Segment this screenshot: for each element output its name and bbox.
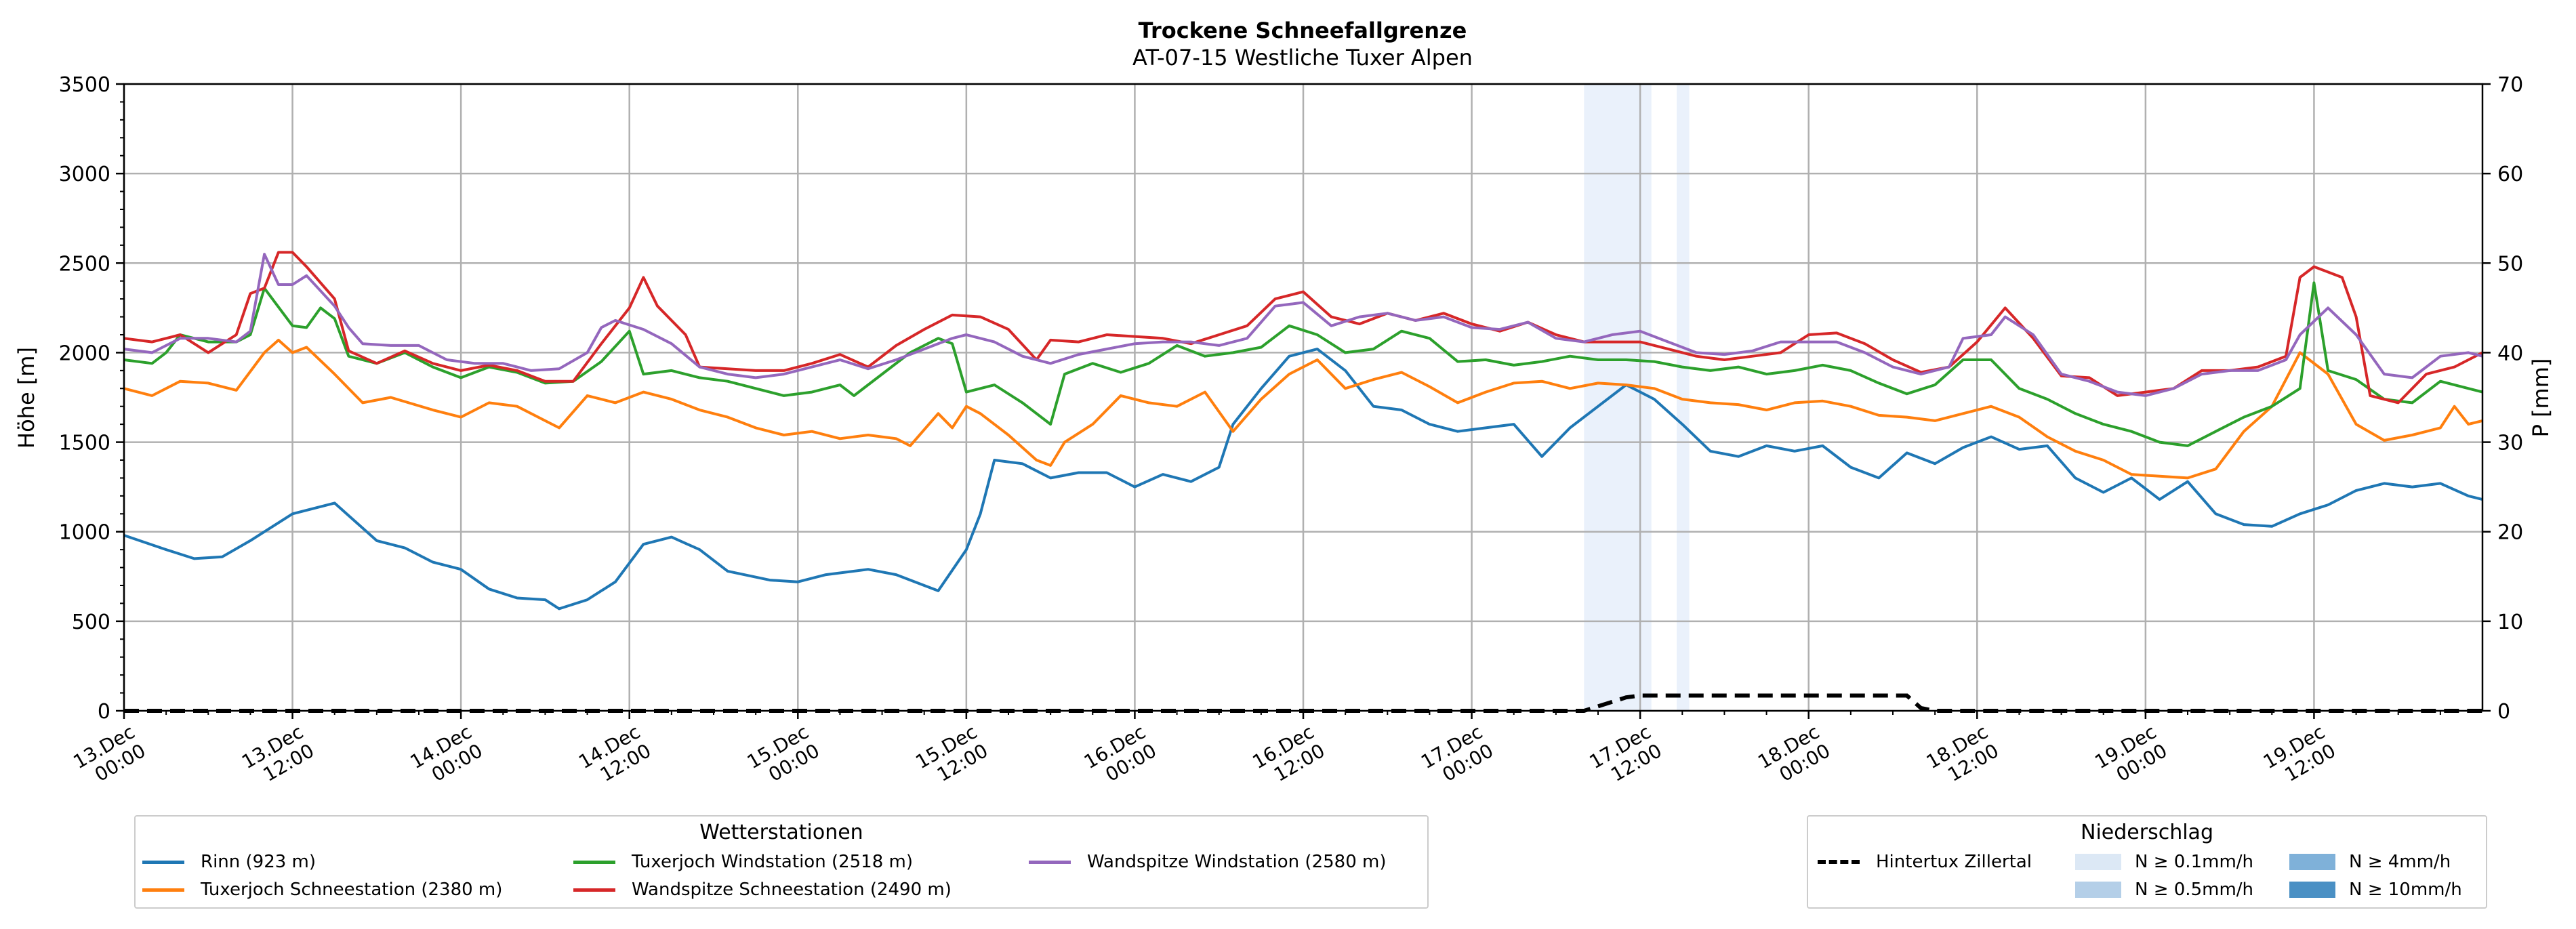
legend-entry-precip-10: N ≥ 10mm/h: [2289, 880, 2462, 900]
series-line-tuxerjoch-schneestation-2380-m: [123, 338, 2483, 480]
legend-label: Wandspitze Windstation (2580 m): [1087, 852, 1387, 872]
precip-legend: Niederschlag Hintertux Zillertal N ≥ 0.1…: [1807, 815, 2487, 909]
y-tick-label: 2500: [59, 252, 110, 276]
precip-span: [1584, 84, 1652, 711]
y-tick-label-right: 30: [2497, 432, 2523, 455]
y-tick-label: 3000: [59, 163, 110, 186]
legend-entry-tuxerjoch-windstation: Tuxerjoch Windstation (2518 m): [573, 852, 913, 872]
station-legend-title: Wetterstationen: [699, 821, 863, 844]
y-tick-label: 0: [98, 700, 110, 724]
legend-swatch: [1818, 860, 1860, 864]
y-axis-label-left: Höhe [m]: [14, 347, 39, 449]
legend-entry-tuxerjoch-schneestation: Tuxerjoch Schneestation (2380 m): [142, 880, 502, 900]
legend-label: Hintertux Zillertal: [1876, 852, 2032, 872]
station-legend: Wetterstationen Rinn (923 m) Tuxerjoch S…: [134, 815, 1429, 909]
series-line-wandspitze-windstation-2580-m: [123, 253, 2483, 397]
y-tick-label: 500: [72, 611, 110, 634]
y-tick-label: 1500: [59, 432, 110, 455]
legend-label: Tuxerjoch Schneestation (2380 m): [201, 880, 503, 900]
y-tick-label: 1000: [59, 521, 110, 545]
y-tick-label: 3500: [59, 73, 110, 97]
y-tick-label-right: 60: [2497, 163, 2523, 186]
precip-legend-title: Niederschlag: [2081, 821, 2213, 844]
legend-entry-precip-4: N ≥ 4mm/h: [2289, 852, 2451, 872]
precip-line-hintertux: [124, 693, 2482, 713]
y-tick-label-right: 20: [2497, 521, 2523, 545]
legend-entry-precip-05: N ≥ 0.5mm/h: [2075, 880, 2253, 900]
legend-entry-rinn: Rinn (923 m): [142, 852, 316, 872]
legend-swatch: [2289, 882, 2335, 898]
legend-entry-hintertux: Hintertux Zillertal: [1818, 852, 2032, 872]
legend-label: N ≥ 0.1mm/h: [2135, 852, 2254, 872]
legend-swatch: [2075, 882, 2121, 898]
legend-swatch: [1029, 860, 1071, 864]
legend-label: N ≥ 4mm/h: [2349, 852, 2451, 872]
y-tick-label-right: 50: [2497, 252, 2523, 276]
legend-entry-wandspitze-windstation: Wandspitze Windstation (2580 m): [1029, 852, 1386, 872]
legend-label: Rinn (923 m): [201, 852, 316, 872]
legend-swatch: [573, 860, 615, 864]
y-tick-label-right: 40: [2497, 342, 2523, 365]
y-tick-label-right: 10: [2497, 611, 2523, 634]
legend-label: Wandspitze Schneestation (2490 m): [632, 880, 952, 900]
series-line-wandspitze-schneestation-2490-m: [123, 251, 2483, 405]
legend-swatch: [2075, 854, 2121, 870]
legend-swatch: [142, 860, 184, 864]
legend-entry-precip-01: N ≥ 0.1mm/h: [2075, 852, 2253, 872]
legend-swatch: [142, 888, 184, 892]
chart-title: Trockene Schneefallgrenze: [1139, 18, 1467, 43]
y-axis-label-right: P [mm]: [2528, 358, 2554, 438]
y-tick-label: 2000: [59, 342, 110, 365]
y-tick-label-right: 0: [2497, 700, 2510, 724]
series-line-tuxerjoch-windstation-2518-m: [123, 281, 2483, 447]
legend-label: Tuxerjoch Windstation (2518 m): [632, 852, 913, 872]
legend-entry-wandspitze-schneestation: Wandspitze Schneestation (2490 m): [573, 880, 952, 900]
y-tick-label-right: 70: [2497, 73, 2523, 97]
series-line-rinn-923-m: [123, 348, 2483, 611]
legend-swatch: [2289, 854, 2335, 870]
legend-label: N ≥ 10mm/h: [2349, 880, 2462, 900]
precip-span: [1677, 84, 1690, 711]
legend-label: N ≥ 0.5mm/h: [2135, 880, 2254, 900]
legend-swatch: [573, 888, 615, 892]
chart-subtitle: AT-07-15 Westliche Tuxer Alpen: [1132, 45, 1473, 70]
